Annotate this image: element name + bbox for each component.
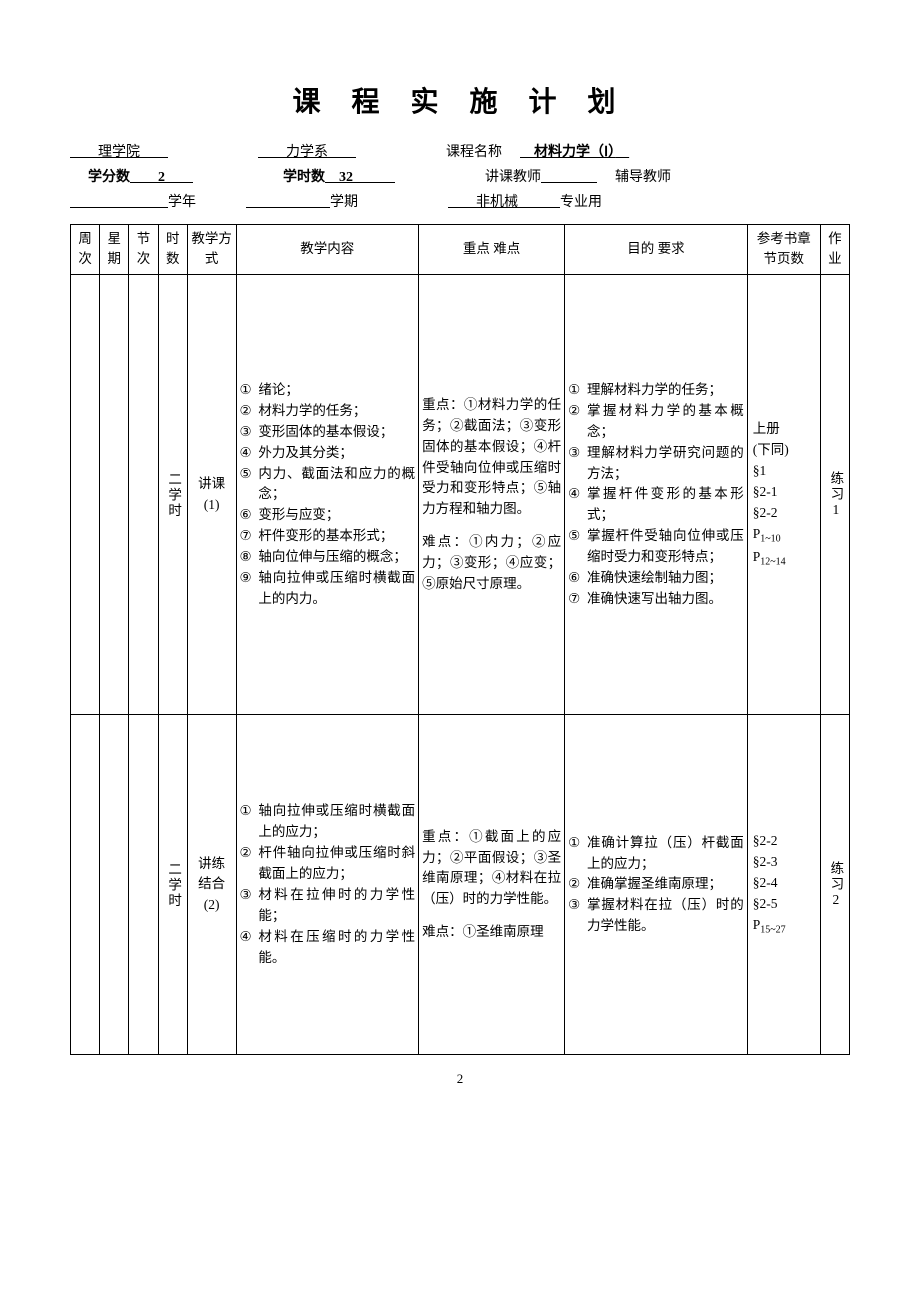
col-day: 星期: [100, 224, 129, 275]
list-item: ⑤掌握杆件受轴向位伸或压缩时受力和变形特点；: [568, 526, 744, 568]
cell-session-1: [129, 275, 158, 715]
course-label: 课程名称: [446, 140, 502, 165]
cell-ref-1: 上册 (下同) §1 §2-1 §2-2 P1~10 P12~14: [747, 275, 820, 715]
table-row: 二学时 讲练 结合 (2) ①轴向拉伸或压缩时横截面上的应力；②杆件轴向拉伸或压…: [71, 715, 850, 1055]
list-item: ③材料在拉伸时的力学性能；: [240, 885, 416, 927]
list-item: ②掌握材料力学的基本概念；: [568, 401, 744, 443]
list-item: ②杆件轴向拉伸或压缩时斜截面上的应力；: [240, 843, 416, 885]
cell-hours-2: 二学时: [158, 715, 187, 1055]
col-week: 周次: [71, 224, 100, 275]
cell-content-2: ①轴向拉伸或压缩时横截面上的应力；②杆件轴向拉伸或压缩时斜截面上的应力；③材料在…: [236, 715, 419, 1055]
year-label: 学年: [168, 190, 196, 215]
term-label: 学期: [330, 190, 358, 215]
list-item: ②材料力学的任务；: [240, 401, 416, 422]
list-item: ⑤内力、截面法和应力的概念；: [240, 464, 416, 506]
cell-ref-2: §2-2 §2-3 §2-4 §2-5 P15~27: [747, 715, 820, 1055]
cell-mode-1: 讲课 (1): [187, 275, 236, 715]
list-item: ⑧轴向位伸与压缩的概念；: [240, 547, 416, 568]
cell-purpose-2: ①准确计算拉（压）杆截面上的应力；②准确掌握圣维南原理；③掌握材料在拉（压）时的…: [565, 715, 748, 1055]
list-item: ⑥变形与应变；: [240, 505, 416, 526]
cell-purpose-1: ①理解材料力学的任务；②掌握材料力学的基本概念；③理解材料力学研究问题的方法；④…: [565, 275, 748, 715]
hours-value: 32: [325, 165, 395, 190]
list-item: ③理解材料力学研究问题的方法；: [568, 443, 744, 485]
cell-day-1: [100, 275, 129, 715]
list-item: ④外力及其分类；: [240, 443, 416, 464]
col-ref: 参考书章节页数: [747, 224, 820, 275]
col-hw: 作业: [820, 224, 849, 275]
table-header-row: 周次 星期 节次 时数 教学方式 教学内容 重点 难点 目的 要求 参考书章节页…: [71, 224, 850, 275]
col-content: 教学内容: [236, 224, 419, 275]
list-item: ④掌握杆件变形的基本形式；: [568, 484, 744, 526]
major-value: 非机械: [448, 190, 560, 215]
cell-session-2: [129, 715, 158, 1055]
instructor-value: [541, 165, 597, 190]
col-session: 节次: [129, 224, 158, 275]
cell-keydiff-1: 重点：①材料力学的任务；②截面法；③变形固体的基本假设；④杆件受轴向位伸或压缩时…: [419, 275, 565, 715]
hours-label: 学时数: [283, 165, 325, 190]
tutor-label: 辅导教师: [615, 165, 671, 190]
cell-week-2: [71, 715, 100, 1055]
table-row: 二学时 讲课 (1) ①绪论；②材料力学的任务；③变形固体的基本假设；④外力及其…: [71, 275, 850, 715]
page-title: 课 程 实 施 计 划: [70, 80, 850, 120]
syllabus-table: 周次 星期 节次 时数 教学方式 教学内容 重点 难点 目的 要求 参考书章节页…: [70, 224, 850, 1056]
col-keydiff: 重点 难点: [419, 224, 565, 275]
course-name: 材料力学（Ⅰ）: [520, 140, 629, 165]
list-item: ③掌握材料在拉（压）时的力学性能。: [568, 895, 744, 937]
course-header: 理学院 力学系 课程名称 材料力学（Ⅰ） 学分数 2 学时数 32 讲课教师 辅…: [70, 140, 850, 216]
list-item: ①绪论；: [240, 380, 416, 401]
cell-keydiff-2: 重点：①截面上的应力；②平面假设；③圣维南原理；④材料在拉（压）时的力学性能。 …: [419, 715, 565, 1055]
col-purpose: 目的 要求: [565, 224, 748, 275]
list-item: ①理解材料力学的任务；: [568, 380, 744, 401]
list-item: ⑦杆件变形的基本形式；: [240, 526, 416, 547]
list-item: ③变形固体的基本假设；: [240, 422, 416, 443]
dept-value: 力学系: [258, 140, 356, 165]
col-hours: 时数: [158, 224, 187, 275]
term-blank: [246, 190, 330, 215]
cell-content-1: ①绪论；②材料力学的任务；③变形固体的基本假设；④外力及其分类；⑤内力、截面法和…: [236, 275, 419, 715]
list-item: ①准确计算拉（压）杆截面上的应力；: [568, 833, 744, 875]
cell-day-2: [100, 715, 129, 1055]
page-number: 2: [70, 1071, 850, 1087]
col-mode: 教学方式: [187, 224, 236, 275]
list-item: ②准确掌握圣维南原理；: [568, 874, 744, 895]
list-item: ①轴向拉伸或压缩时横截面上的应力；: [240, 801, 416, 843]
cell-week-1: [71, 275, 100, 715]
cell-hw-2: 练习2: [820, 715, 849, 1055]
cell-mode-2: 讲练 结合 (2): [187, 715, 236, 1055]
credits-label: 学分数: [88, 165, 130, 190]
cell-hw-1: 练习1: [820, 275, 849, 715]
list-item: ④材料在压缩时的力学性能。: [240, 927, 416, 969]
list-item: ⑦准确快速写出轴力图。: [568, 589, 744, 610]
list-item: ⑥准确快速绘制轴力图；: [568, 568, 744, 589]
college-value: 理学院: [70, 140, 168, 165]
list-item: ⑨轴向拉伸或压缩时横截面上的内力。: [240, 568, 416, 610]
instructor-label: 讲课教师: [485, 165, 541, 190]
credits-value: 2: [130, 165, 193, 190]
year-blank: [70, 190, 168, 215]
cell-hours-1: 二学时: [158, 275, 187, 715]
major-suffix: 专业用: [560, 190, 602, 215]
